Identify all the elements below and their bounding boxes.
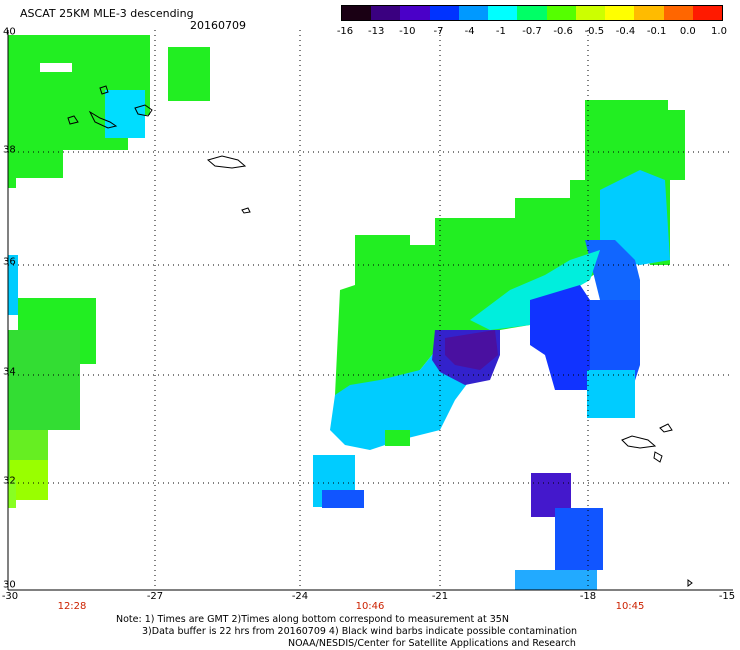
swath-center-blue <box>530 285 600 390</box>
swath-center-cyan <box>470 250 600 330</box>
colorbar-label: -13 <box>367 26 385 37</box>
colorbar-segment <box>692 6 723 20</box>
colorbar-segment <box>429 6 459 20</box>
x-tick-label: -27 <box>146 591 164 602</box>
swath-nw-green-3 <box>168 47 210 101</box>
colorbar-label: -7 <box>433 26 444 37</box>
swath-w-green <box>8 150 63 178</box>
colorbar-label: -0.1 <box>646 26 667 37</box>
colorbar-segment <box>517 6 547 20</box>
colorbar-segment <box>488 6 518 20</box>
swath-east-cyan-2 <box>587 370 635 418</box>
swath-s-cyan <box>515 570 597 590</box>
pass-time: 10:46 <box>355 601 385 612</box>
x-tick-label: -15 <box>718 591 736 602</box>
colorbar-segment <box>458 6 489 20</box>
colorbar-label: -0.7 <box>522 26 542 37</box>
islands <box>67 85 693 587</box>
graticule <box>8 30 733 590</box>
colorbar-label: -4 <box>464 26 475 37</box>
swath-gap <box>40 63 72 72</box>
island-canary-1 <box>621 435 657 449</box>
colorbar-label: -0.6 <box>553 26 573 37</box>
y-tick-label: 32 <box>3 475 16 487</box>
island-canary-2 <box>653 451 663 463</box>
colorbar-segment <box>634 6 664 20</box>
colorbar-label: -0.5 <box>584 26 605 37</box>
colorbar-segment <box>371 6 401 20</box>
colorbar-label: -0.4 <box>615 26 636 37</box>
wind-swaths <box>8 35 685 590</box>
colorbar-label: -16 <box>336 26 354 37</box>
island-tiny <box>687 579 693 587</box>
colorbar-segment <box>605 6 635 20</box>
island-azores-1 <box>88 110 118 129</box>
swath-east-cyan <box>600 170 670 265</box>
swath-s-blue <box>555 508 603 570</box>
colorbar-label: -1 <box>495 26 506 37</box>
note-line-2: 3)Data buffer is 22 hrs from 20160709 4)… <box>142 626 578 637</box>
x-tick-label: -18 <box>579 591 597 602</box>
swath-w-yellowgreen <box>10 460 48 500</box>
colorbar-segment <box>400 6 430 20</box>
x-tick-label: -24 <box>291 591 309 602</box>
note-line-3: NOAA/NESDIS/Center for Satellite Applica… <box>288 638 576 649</box>
colorbar-label: 1.0 <box>711 26 727 37</box>
swath-w-lime-2 <box>8 480 16 508</box>
product-date: 20160709 <box>190 19 246 32</box>
swath-w-green-2 <box>8 178 16 188</box>
swath-center-purple <box>445 330 498 370</box>
island-madeira <box>206 155 247 169</box>
swath-center-green-patch <box>385 430 410 446</box>
y-tick-label: 40 <box>3 26 16 38</box>
swath-east-blue-2 <box>590 300 640 390</box>
swath-center-green <box>335 180 600 410</box>
y-tick-label: 30 <box>3 579 16 591</box>
colorbar-segment <box>342 6 372 20</box>
colorbar <box>341 5 723 21</box>
y-tick-label: 36 <box>3 256 16 268</box>
swath-w-cyan <box>8 255 18 315</box>
colorbar-segment <box>546 6 576 20</box>
colorbar-label: 0.0 <box>679 26 696 37</box>
swath-sw-blue <box>322 490 364 508</box>
y-tick-label: 34 <box>3 366 16 378</box>
note-line-1: Note: 1) Times are GMT 2)Times along bot… <box>116 614 509 625</box>
x-tick-label: -21 <box>431 591 449 602</box>
island-small <box>241 207 251 214</box>
pass-time: 12:28 <box>57 601 87 612</box>
colorbar-segment <box>663 6 693 20</box>
colorbar-label: -10 <box>399 26 416 37</box>
product-title: ASCAT 25KM MLE-3 descending <box>20 7 194 20</box>
y-tick-label: 38 <box>3 144 16 156</box>
island-azores-2 <box>67 115 79 125</box>
x-tick-label: -30 <box>1 591 19 602</box>
island-canary-3 <box>659 423 673 433</box>
swath-w-green-4 <box>8 330 80 430</box>
island-azores-3 <box>99 85 109 95</box>
island-azores-4 <box>134 104 153 117</box>
colorbar-segment <box>575 6 606 20</box>
pass-time: 10:45 <box>615 601 645 612</box>
